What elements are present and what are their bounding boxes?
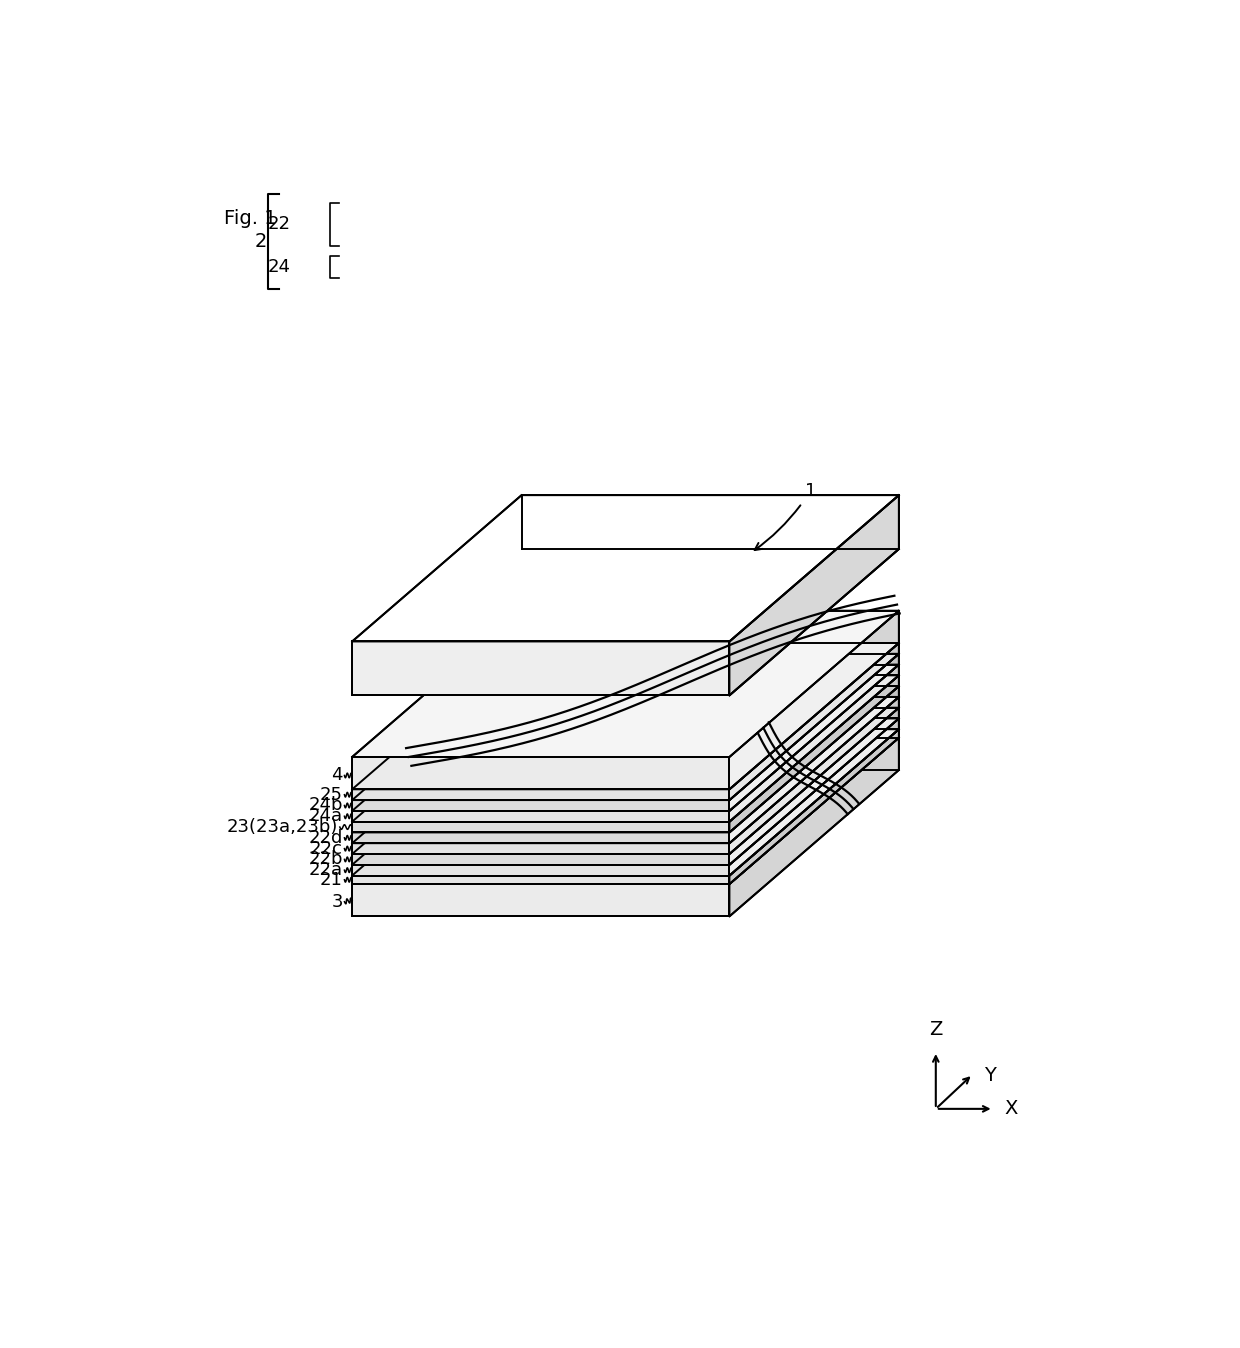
Text: 22b: 22b — [309, 851, 343, 868]
Text: 4: 4 — [331, 767, 343, 785]
Polygon shape — [729, 729, 899, 884]
Text: 24: 24 — [268, 259, 290, 276]
Polygon shape — [352, 718, 899, 865]
Text: 22: 22 — [268, 216, 290, 233]
Polygon shape — [352, 876, 729, 884]
Polygon shape — [729, 718, 899, 876]
Polygon shape — [352, 708, 899, 855]
Text: Y: Y — [983, 1066, 996, 1085]
Polygon shape — [352, 822, 729, 833]
Polygon shape — [352, 654, 899, 801]
Polygon shape — [729, 675, 899, 833]
Text: 23(23a,23b): 23(23a,23b) — [227, 818, 339, 836]
Polygon shape — [729, 665, 899, 822]
Polygon shape — [352, 495, 899, 642]
Polygon shape — [352, 675, 899, 822]
Text: 21: 21 — [320, 871, 343, 888]
Polygon shape — [352, 758, 729, 790]
Polygon shape — [352, 811, 729, 822]
Polygon shape — [352, 686, 899, 833]
Polygon shape — [729, 708, 899, 865]
Polygon shape — [729, 643, 899, 801]
Polygon shape — [729, 611, 899, 790]
Text: 22a: 22a — [309, 861, 343, 879]
Polygon shape — [352, 611, 899, 758]
Polygon shape — [352, 884, 729, 917]
Polygon shape — [352, 737, 899, 884]
Polygon shape — [352, 833, 729, 844]
Text: X: X — [1004, 1100, 1018, 1119]
Text: 24a: 24a — [309, 807, 343, 825]
Polygon shape — [352, 865, 729, 876]
Polygon shape — [729, 654, 899, 811]
Polygon shape — [352, 844, 729, 855]
Text: 1: 1 — [755, 483, 816, 550]
Text: Z: Z — [929, 1020, 942, 1039]
Polygon shape — [352, 790, 729, 801]
Polygon shape — [729, 686, 899, 844]
Text: 2: 2 — [254, 232, 267, 251]
Polygon shape — [729, 737, 899, 917]
Polygon shape — [729, 495, 899, 696]
Text: 24b: 24b — [309, 797, 343, 814]
Polygon shape — [729, 697, 899, 855]
Polygon shape — [352, 697, 899, 844]
Text: 22d: 22d — [309, 829, 343, 847]
Text: Fig. 1: Fig. 1 — [223, 209, 277, 229]
Polygon shape — [352, 643, 899, 790]
Polygon shape — [352, 729, 899, 876]
Polygon shape — [352, 665, 899, 811]
Text: 3: 3 — [331, 892, 343, 911]
Polygon shape — [352, 801, 729, 811]
Polygon shape — [352, 642, 729, 696]
Polygon shape — [352, 855, 729, 865]
Text: 25: 25 — [320, 786, 343, 803]
Text: 22c: 22c — [310, 840, 343, 857]
